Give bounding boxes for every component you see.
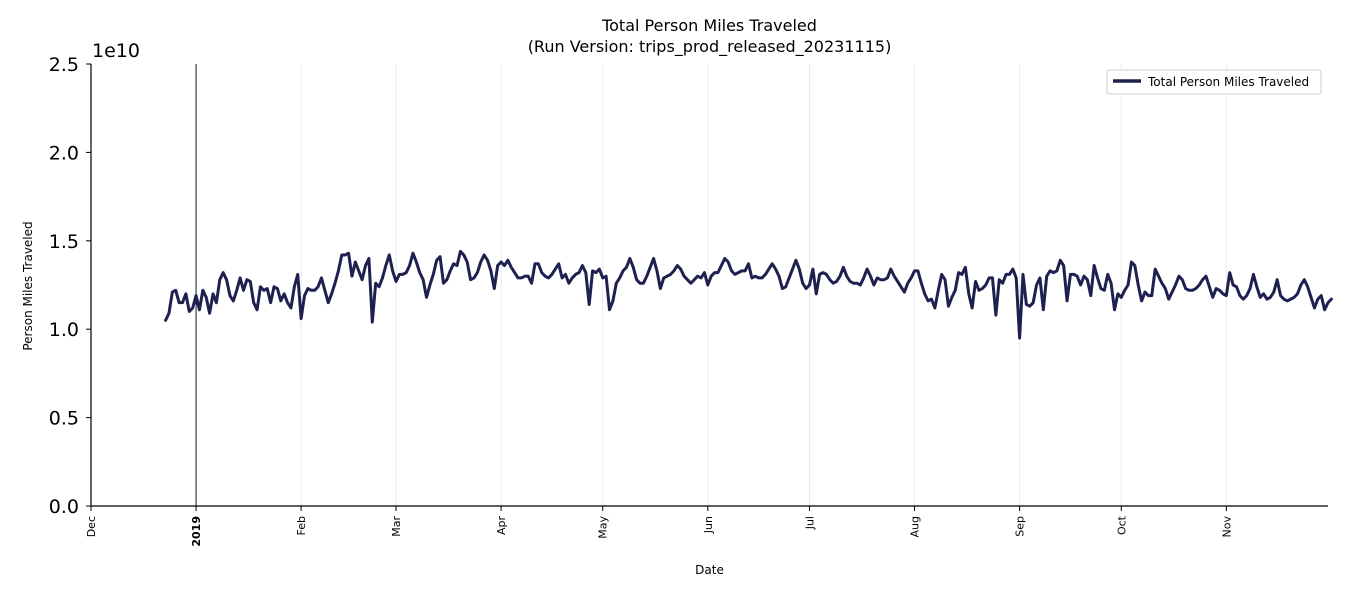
x-tick-label: Apr [495, 516, 508, 536]
y-tick-label: 2.5 [49, 54, 79, 76]
y-tick-label: 1.0 [49, 319, 79, 341]
x-axis-ticks: Dec 2019 Feb Mar Apr May Jun Jul Aug Sep Oct Nov [85, 506, 1233, 547]
grid-lines [90, 64, 1227, 506]
y-axis-ticks: 0.0 0.5 1.0 1.5 2.0 2.5 [49, 54, 91, 518]
x-tick-label: Sep [1014, 516, 1027, 537]
x-tick-label: Oct [1115, 515, 1128, 535]
x-tick-label: Dec [85, 516, 98, 537]
legend-label: Total Person Miles Traveled [1147, 75, 1309, 89]
y-tick-label: 0.5 [49, 408, 79, 430]
x-tick-label: May [597, 516, 610, 539]
y-tick-label: 2.0 [49, 142, 79, 164]
y-axis-offset-label: 1e10 [92, 40, 140, 62]
series-layer [164, 249, 1333, 340]
x-tick-label: Jul [803, 516, 816, 530]
y-tick-label: 1.5 [49, 231, 79, 253]
chart-title: Total Person Miles Traveled [601, 16, 817, 35]
x-tick-label: Jun [702, 516, 715, 534]
y-axis-label: Person Miles Traveled [21, 221, 35, 350]
legend-box [1106, 69, 1322, 95]
x-tick-label: Mar [390, 516, 403, 537]
x-tick-label: Aug [909, 516, 922, 537]
x-tick-label: Nov [1220, 516, 1233, 538]
y-tick-label: 0.0 [49, 496, 79, 518]
chart-subtitle: (Run Version: trips_prod_released_202311… [528, 37, 892, 57]
x-tick-label: Feb [295, 516, 308, 535]
legend: Total Person Miles Traveled [1106, 69, 1322, 95]
x-tick-label: 2019 [190, 516, 203, 547]
series-line [164, 249, 1333, 340]
x-axis-label: Date [695, 563, 724, 577]
